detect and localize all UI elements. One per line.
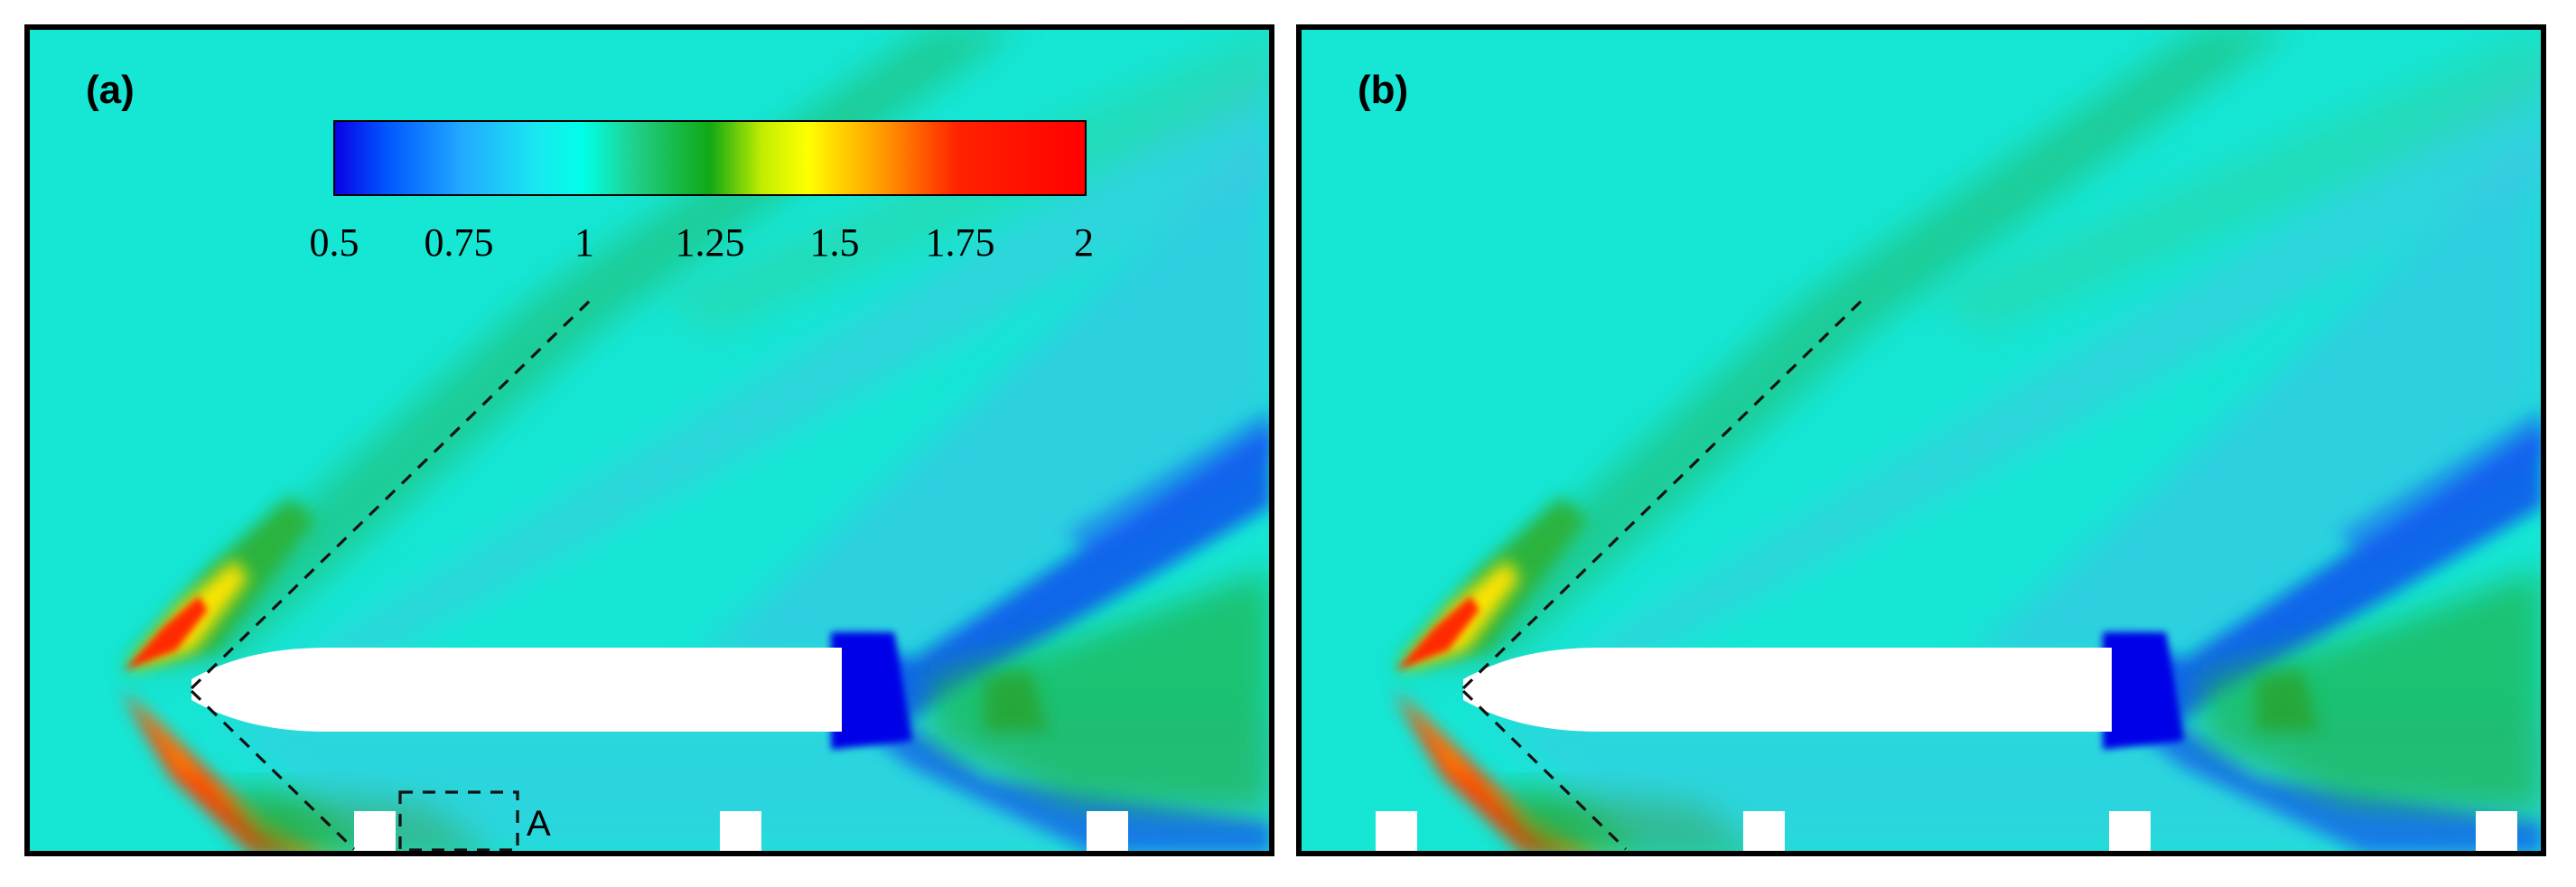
panel-frame-b (1296, 24, 2546, 856)
obstacle-block-b-3 (2109, 811, 2151, 854)
colorbar-tick: 1 (574, 220, 594, 265)
shock-guide-lower-a (190, 689, 356, 851)
colorbar-gradient (333, 120, 1087, 196)
colorbar-tick: 1.75 (926, 220, 995, 265)
obstacle-block-a-2 (720, 811, 761, 854)
shock-guide-upper-b (1461, 296, 1866, 690)
colorbar: 0.5 0.75 1 1.25 1.5 1.75 2 (310, 120, 1095, 265)
obstacle-block-a-3 (1087, 811, 1128, 854)
colorbar-tick: 0.5 (310, 220, 359, 265)
obstacle-block-a-1 (354, 811, 396, 854)
projectile-body-a (191, 648, 842, 732)
panel-label-b: (b) (1358, 68, 1408, 112)
colorbar-tick: 1.25 (676, 220, 745, 265)
colorbar-tick: 0.75 (425, 220, 494, 265)
region-box-a (398, 790, 519, 852)
panel-label-a: (a) (86, 68, 135, 112)
colorbar-ticks: 0.5 0.75 1 1.25 1.5 1.75 2 (310, 220, 1095, 265)
obstacle-block-b-2 (1743, 811, 1785, 854)
projectile-body-b (1463, 648, 2112, 732)
shock-guide-lower-b (1461, 689, 1628, 851)
obstacle-block-b-1 (1376, 811, 1417, 854)
colorbar-tick: 1.5 (810, 220, 860, 265)
panel-frame-a (24, 24, 1274, 856)
shock-guide-upper-a (190, 296, 594, 690)
obstacle-block-b-4 (2476, 811, 2517, 854)
region-label-a: A (527, 804, 551, 844)
colorbar-tick: 2 (1074, 220, 1094, 265)
panel-a: (a) A 0.5 0.75 1 1.25 1.5 1.75 2 (24, 24, 1274, 856)
panel-b: (b) (1296, 24, 2546, 856)
